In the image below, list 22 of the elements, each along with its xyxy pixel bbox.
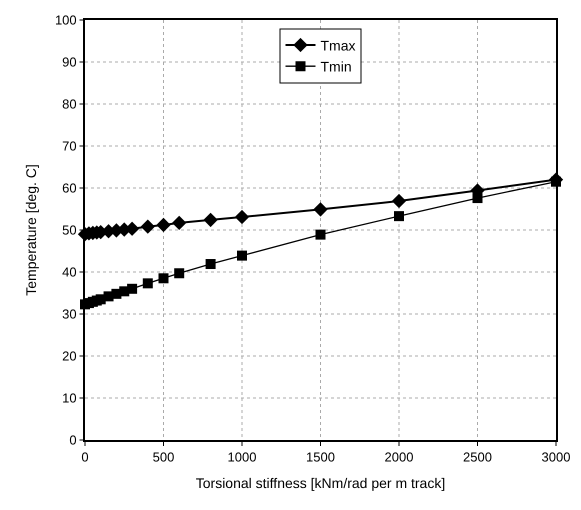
y-tick-label: 90 bbox=[62, 54, 77, 70]
legend-label: Tmin bbox=[320, 58, 352, 75]
x-tick-label: 500 bbox=[152, 449, 174, 464]
y-tick-label: 30 bbox=[62, 306, 77, 322]
y-tick-label: 10 bbox=[62, 390, 77, 406]
x-tick-label: 2000 bbox=[384, 449, 414, 464]
legend-label: Tmax bbox=[320, 37, 356, 54]
x-tick-label: 1500 bbox=[306, 449, 335, 464]
y-tick-label: 100 bbox=[54, 12, 77, 28]
x-tick-label: 2500 bbox=[463, 449, 492, 464]
x-tick-label: 1000 bbox=[228, 449, 256, 464]
x-tick-label: 3000 bbox=[542, 449, 570, 464]
x-axis-title: Torsional stiffness [kNm/rad per m track] bbox=[196, 475, 446, 492]
y-tick-label: 40 bbox=[62, 264, 77, 280]
y-tick-label: 80 bbox=[62, 96, 77, 112]
y-axis-title: Temperature [deg. C] bbox=[23, 164, 40, 296]
y-tick-label: 70 bbox=[62, 138, 77, 154]
y-tick-label: 50 bbox=[62, 222, 77, 238]
y-tick-label: 60 bbox=[62, 180, 77, 196]
y-tick-label: 0 bbox=[69, 432, 77, 448]
y-tick-label: 20 bbox=[62, 348, 77, 364]
x-tick-label: 0 bbox=[81, 449, 89, 464]
